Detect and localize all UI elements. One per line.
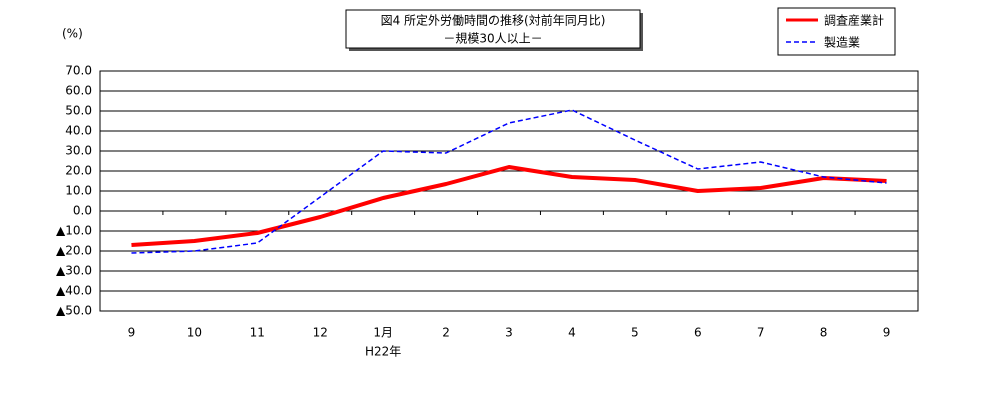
x-tick-label: 1月: [373, 326, 393, 340]
y-tick-label: ▲10.0: [56, 224, 92, 238]
x-tick-label: 3: [505, 326, 513, 340]
x-tick-label: 7: [757, 326, 765, 340]
x-tick-label: 8: [820, 326, 828, 340]
legend-box: [777, 7, 896, 56]
x-tick-label: 5: [631, 326, 639, 340]
y-tick-label: ▲40.0: [56, 284, 92, 298]
legend-label: 調査産業計: [824, 13, 884, 28]
x-tick-label: 9: [128, 326, 136, 340]
x-tick-label: 11: [250, 326, 265, 340]
y-tick-label: 0.0: [73, 204, 92, 218]
x-tick-label: 12: [313, 326, 328, 340]
x-tick-label: 2: [442, 326, 450, 340]
y-tick-label: 40.0: [65, 124, 92, 138]
y-tick-label: 30.0: [65, 144, 92, 158]
title-box: [345, 9, 641, 49]
y-axis-label: (%): [62, 27, 83, 41]
legend-label: 製造業: [824, 36, 860, 50]
x-tick-label: 10: [187, 326, 202, 340]
chart-subtitle: －規模30人以上－: [443, 31, 542, 46]
x-sublabel: H22年: [365, 345, 401, 359]
series-line: [131, 165, 887, 247]
y-tick-label: 20.0: [65, 164, 92, 178]
y-tick-label: 10.0: [65, 184, 92, 198]
y-tick-label: 50.0: [65, 104, 92, 118]
x-tick-label: 4: [568, 326, 576, 340]
chart-title: 図4 所定外労働時間の推移(対前年同月比): [381, 13, 606, 28]
y-tick-label: ▲30.0: [56, 264, 92, 278]
y-tick-label: ▲20.0: [56, 244, 92, 258]
x-tick-label: 9: [883, 326, 891, 340]
y-tick-label: ▲50.0: [56, 304, 92, 318]
y-tick-label: 60.0: [65, 84, 92, 98]
series-line: [131, 109, 887, 254]
x-tick-label: 6: [694, 326, 702, 340]
y-tick-label: 70.0: [65, 64, 92, 78]
